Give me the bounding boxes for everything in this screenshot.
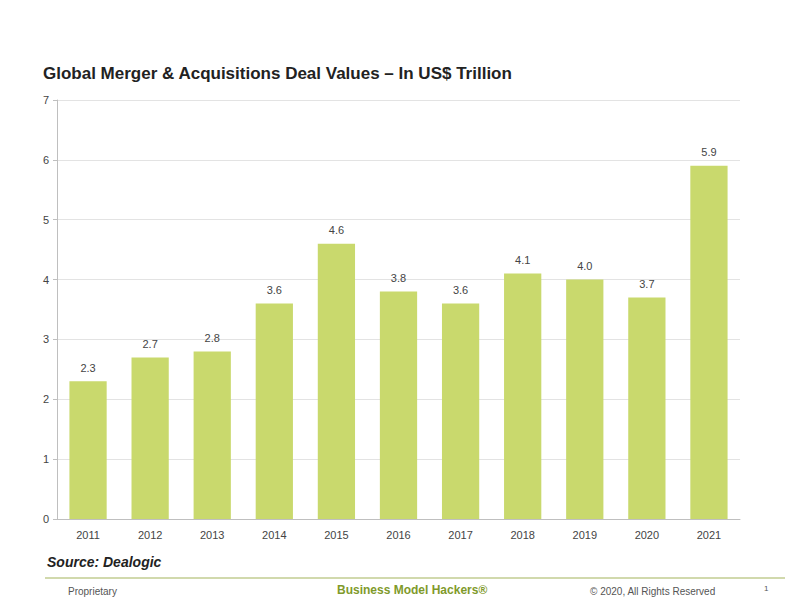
svg-text:5.9: 5.9 <box>701 146 716 158</box>
svg-text:3: 3 <box>43 333 49 345</box>
svg-text:7: 7 <box>43 94 49 106</box>
svg-text:© 2020, All Rights Reserved: © 2020, All Rights Reserved <box>590 586 715 597</box>
svg-text:2016: 2016 <box>386 529 410 541</box>
svg-text:3.7: 3.7 <box>639 278 654 290</box>
svg-text:4: 4 <box>43 274 49 286</box>
svg-text:2014: 2014 <box>262 529 286 541</box>
svg-text:4.1: 4.1 <box>515 254 530 266</box>
svg-text:3.6: 3.6 <box>267 284 282 296</box>
svg-text:2: 2 <box>43 393 49 405</box>
svg-text:2015: 2015 <box>324 529 348 541</box>
svg-text:1: 1 <box>43 453 49 465</box>
svg-text:4.0: 4.0 <box>577 260 592 272</box>
svg-text:2020: 2020 <box>635 529 659 541</box>
svg-text:2017: 2017 <box>448 529 472 541</box>
svg-text:Proprietary: Proprietary <box>68 586 117 597</box>
svg-text:2012: 2012 <box>138 529 162 541</box>
svg-text:2018: 2018 <box>510 529 534 541</box>
svg-text:0: 0 <box>43 513 49 525</box>
svg-text:1: 1 <box>764 584 769 593</box>
svg-text:2.7: 2.7 <box>142 338 157 350</box>
svg-text:Global Merger & Acquisitions D: Global Merger & Acquisitions Deal Values… <box>43 64 512 83</box>
svg-text:2013: 2013 <box>200 529 224 541</box>
svg-text:2.8: 2.8 <box>205 332 220 344</box>
svg-text:6: 6 <box>43 154 49 166</box>
svg-text:Source: Dealogic: Source: Dealogic <box>47 554 162 570</box>
svg-text:2011: 2011 <box>76 529 100 541</box>
svg-text:5: 5 <box>43 214 49 226</box>
svg-text:3.6: 3.6 <box>453 284 468 296</box>
svg-text:2.3: 2.3 <box>80 362 95 374</box>
svg-text:2019: 2019 <box>573 529 597 541</box>
svg-text:Business Model Hackers®: Business Model Hackers® <box>337 583 487 597</box>
svg-text:3.8: 3.8 <box>391 272 406 284</box>
svg-text:4.6: 4.6 <box>329 224 344 236</box>
svg-text:2021: 2021 <box>697 529 721 541</box>
